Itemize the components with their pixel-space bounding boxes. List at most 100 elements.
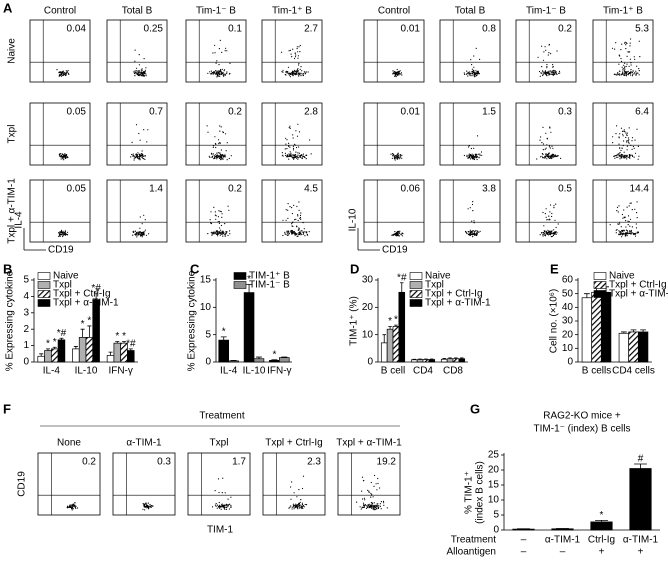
flow-dot: [302, 153, 304, 155]
flow-dot: [304, 503, 306, 506]
flow-dot: [297, 215, 299, 217]
bar: [600, 291, 612, 363]
flow-dot: [368, 491, 370, 493]
flow-dot: [207, 131, 209, 133]
flow-dot: [295, 503, 297, 505]
flow-dot: [477, 153, 479, 155]
legend-swatch: [409, 290, 423, 298]
flow-dot: [475, 47, 477, 50]
flow-dot: [471, 220, 473, 222]
flow-dot: [542, 74, 544, 77]
flow-dot: [555, 233, 557, 235]
flow-dot: [143, 506, 145, 508]
flow-dot: [617, 211, 619, 213]
flow-dot: [398, 74, 400, 76]
flow-dot: [470, 147, 472, 150]
flow-dot: [295, 151, 297, 153]
flow-dot: [144, 155, 147, 157]
bar: [78, 337, 87, 363]
flow-dot: [298, 146, 300, 148]
flow-dot: [624, 42, 626, 44]
flow-dot: [220, 68, 222, 71]
flow-dot: [552, 71, 554, 73]
flow-dot: [302, 74, 305, 77]
flow-dot: [144, 219, 146, 221]
flow-dot: [291, 72, 293, 74]
flow-dot: [303, 233, 305, 235]
flow-dot: [635, 227, 638, 229]
flow-dot: [399, 154, 401, 156]
flow-dot: [136, 154, 138, 156]
flow-dot: [289, 506, 291, 508]
flow-dot: [549, 204, 552, 206]
flow-dot: [140, 73, 142, 75]
flow-dot: [219, 506, 221, 508]
bar: [512, 528, 535, 531]
flow-dot: [60, 232, 63, 234]
flow-dot: [228, 503, 230, 505]
flow-dot: [211, 233, 213, 235]
flow-dot: [220, 158, 222, 160]
flow-dot: [222, 158, 224, 160]
bar: [106, 355, 115, 363]
flow-dot: [478, 231, 480, 233]
flow-dot: [222, 477, 224, 479]
flow-dot: [546, 158, 548, 160]
flow-dot: [476, 72, 478, 74]
legend-label: Txpl + α-TIM-1: [53, 298, 119, 309]
flow-dot: [626, 141, 628, 143]
bar: [416, 359, 424, 363]
flow-dot: [619, 231, 621, 233]
flow-dot: [297, 214, 299, 216]
flow-dot: [553, 71, 555, 73]
flow-dot: [546, 137, 548, 139]
flow-dot: [473, 231, 475, 233]
flow-dot: [559, 72, 561, 74]
flow-dot: [69, 504, 71, 506]
flow-dot: [62, 230, 64, 232]
flow-dot: [398, 156, 400, 158]
flow-dot: [469, 75, 471, 77]
flow-dot: [614, 48, 616, 50]
flow-dot: [291, 70, 294, 72]
flow-dot: [290, 73, 292, 75]
bar: [57, 339, 66, 363]
flow-dot: [549, 126, 551, 128]
flow-dot: [148, 505, 150, 507]
flow-dot: [138, 54, 140, 56]
significance-mark: *: [53, 337, 57, 348]
flow-dot: [628, 127, 630, 129]
flow-dot: [303, 231, 305, 233]
flow-dot: [285, 137, 287, 139]
flow-dot: [623, 129, 625, 131]
flow-dot: [295, 72, 297, 74]
flow-dot: [141, 150, 143, 152]
legend-label: Txpl: [425, 280, 444, 291]
legend-swatch: [233, 272, 247, 280]
flow-dot: [286, 234, 288, 236]
flow-dot: [282, 219, 284, 221]
y-tick-label: 30: [362, 275, 374, 286]
flow-dot: [289, 206, 291, 208]
flow-dot: [377, 507, 379, 510]
flow-plot-frame: [261, 19, 323, 83]
flow-dot: [135, 70, 138, 72]
flow-dot: [539, 234, 541, 236]
flow-dot: [215, 71, 217, 73]
flow-dot: [547, 155, 549, 158]
y-axis-label: TIM-1⁺ (%): [349, 296, 360, 346]
flow-dot: [556, 232, 558, 234]
flow-dot: [211, 506, 214, 508]
row-label: Naive: [7, 38, 18, 64]
flow-dot: [145, 502, 147, 504]
flow-dot: [300, 73, 302, 75]
flow-dot: [133, 159, 135, 161]
flow-dot: [148, 233, 150, 235]
flow-percentage: 0.06: [401, 184, 421, 195]
legend-label: TIM-1⁻ B: [249, 280, 290, 291]
flow-dot: [400, 73, 402, 75]
flow-dot: [147, 506, 149, 508]
flow-dot: [619, 152, 621, 154]
flow-dot: [370, 502, 372, 504]
flow-dot: [224, 156, 226, 158]
